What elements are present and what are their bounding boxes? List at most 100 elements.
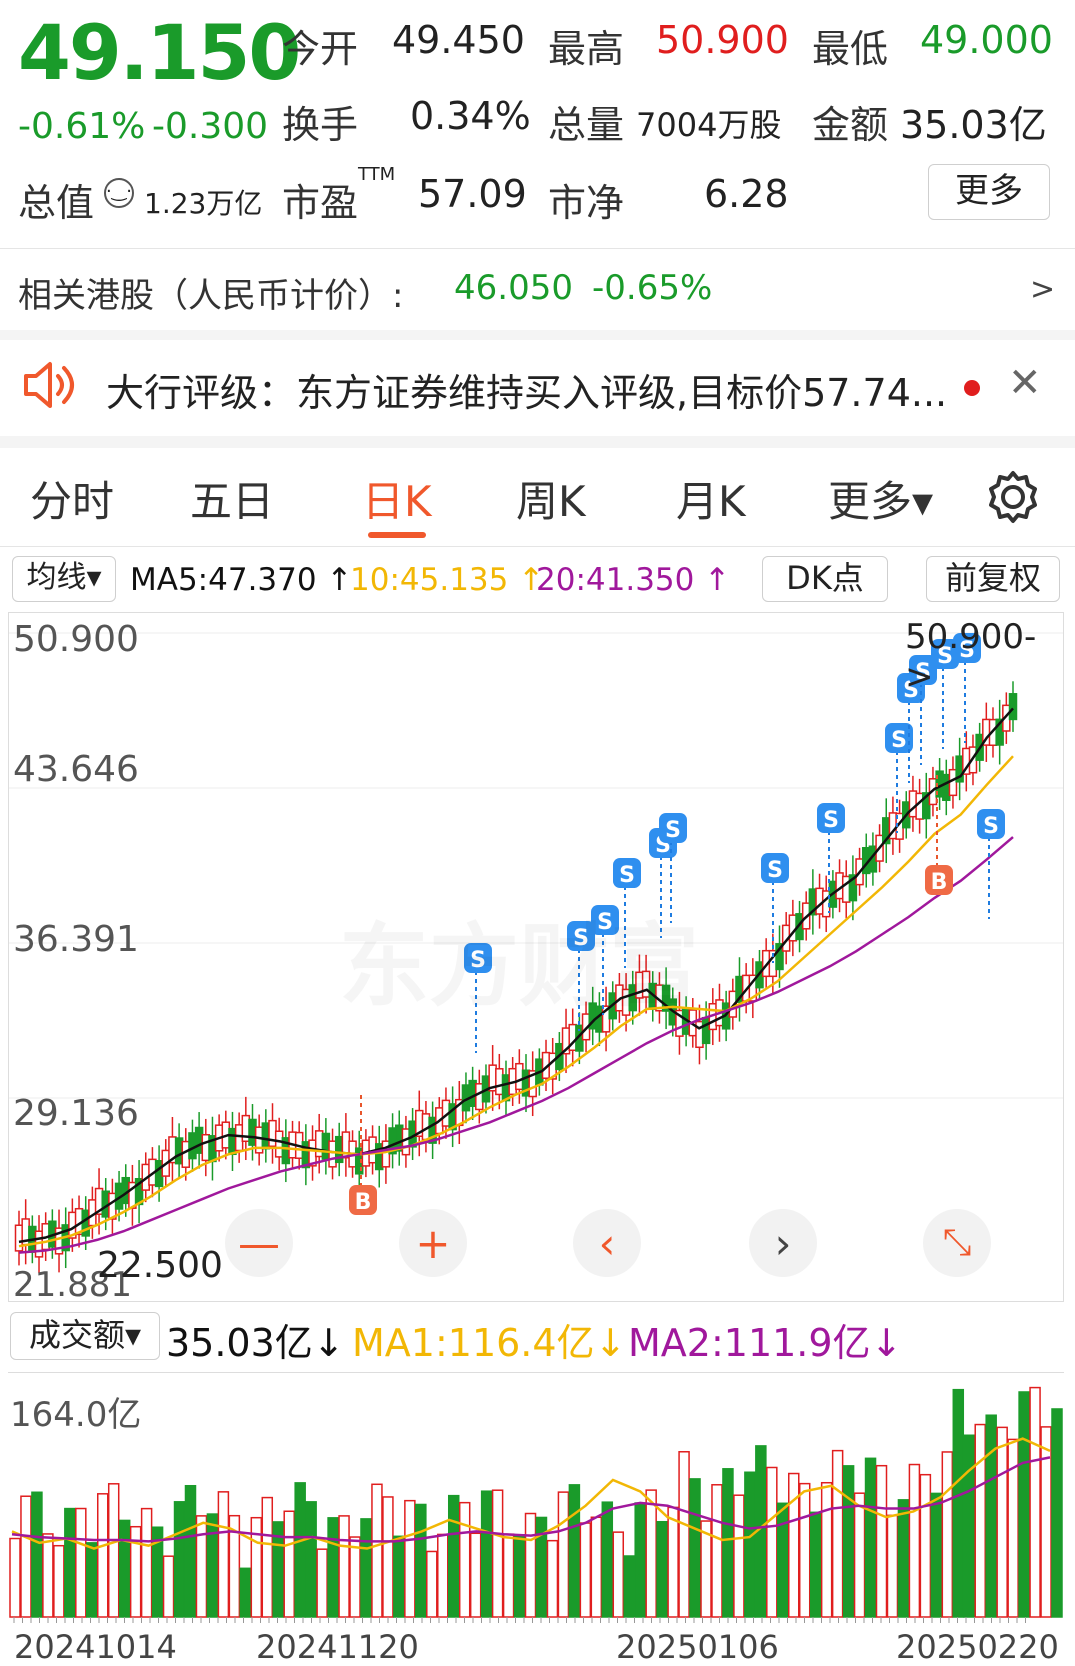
volume-bar <box>228 1514 241 1618</box>
volume-label: 总量 <box>548 103 625 147</box>
sell-signal-badge <box>931 639 959 669</box>
volume-bar <box>963 1434 976 1618</box>
sell-signal-label: S <box>470 948 486 973</box>
volume-bar <box>458 1501 471 1618</box>
buy-signal-badge <box>349 1185 377 1215</box>
dk-point-button[interactable]: DK点 <box>762 556 888 602</box>
sell-signal-label: S <box>891 728 907 753</box>
volume-bar <box>919 1473 932 1618</box>
volume-bar <box>952 1388 965 1618</box>
volume-bar <box>645 1489 657 1618</box>
zoom-in-button[interactable]: + <box>399 1209 467 1277</box>
volume-bar <box>656 1520 668 1618</box>
tab-monthly-k[interactable]: 月K <box>676 477 746 526</box>
volume-bar <box>1018 1391 1030 1618</box>
y-label-2: 43.646 <box>13 749 139 790</box>
volume-bar <box>20 1495 32 1618</box>
low-label: 最低 <box>812 27 889 71</box>
zoom-out-button[interactable]: — <box>225 1209 293 1277</box>
volume-bar <box>689 1478 701 1618</box>
change-amount: -0.300 <box>152 106 269 147</box>
pe-value: 57.09 <box>418 172 527 216</box>
volume-bar <box>612 1531 625 1618</box>
volume-bar <box>623 1555 635 1618</box>
rating-banner[interactable]: 大行评级：东方证券维持买入评级,目标价57.74... ✕ <box>0 340 1075 436</box>
sell-signal-badge <box>464 943 492 973</box>
high-marker: 50.900-> <box>905 617 1037 697</box>
low-value: 49.000 <box>920 18 1053 62</box>
sell-signal-badge <box>909 655 937 685</box>
tab-five-day[interactable]: 五日 <box>190 477 275 526</box>
ma-selector[interactable]: 均线▾ <box>12 556 116 602</box>
sell-signal-label: S <box>937 644 953 669</box>
info-circle-icon[interactable]: ·‿· <box>104 178 134 208</box>
volume-bar <box>86 1542 98 1618</box>
volume-bar <box>294 1482 306 1618</box>
quote-header: 49.150 -0.61% -0.300 今开 49.450 最高 50.900… <box>0 0 1075 240</box>
volume-bar <box>31 1491 43 1618</box>
scroll-right-button[interactable]: › <box>749 1209 817 1277</box>
volume-bar <box>261 1496 274 1618</box>
volume-bar <box>426 1550 438 1618</box>
sell-signal-label: S <box>619 863 635 888</box>
tab-intraday[interactable]: 分时 <box>30 477 115 526</box>
volume-bar <box>557 1491 570 1618</box>
candle-body <box>848 874 858 902</box>
buy-signal-badge <box>925 865 953 895</box>
volume-ma2: MA2:111.9亿↓ <box>628 1321 903 1365</box>
sell-signal-badge <box>977 809 1005 839</box>
open-value: 49.450 <box>392 18 525 62</box>
volume-bar <box>700 1520 712 1618</box>
volume-bar <box>590 1516 603 1618</box>
hk-stock-row[interactable]: 相关港股（人民币计价）: 46.050 -0.65% > <box>0 252 1075 330</box>
gear-icon[interactable] <box>984 468 1042 526</box>
fullscreen-icon[interactable]: ⤡ <box>923 1209 991 1277</box>
volume-bar <box>1040 1426 1052 1618</box>
adjust-button[interactable]: 前复权 <box>926 556 1060 602</box>
volume-legend-bar: 成交额▾ 35.03亿↓ MA1:116.4亿↓ MA2:111.9亿↓ <box>0 1306 1075 1370</box>
volume-bar <box>974 1423 986 1618</box>
tab-weekly-k[interactable]: 周K <box>516 477 586 526</box>
volume-bar <box>886 1514 899 1618</box>
volume-bar <box>941 1451 954 1618</box>
volume-selector[interactable]: 成交额▾ <box>10 1312 160 1360</box>
volume-bar <box>129 1525 142 1618</box>
sell-signal-badge <box>885 723 913 753</box>
sell-signal-label: S <box>823 808 839 833</box>
volume-top-label: 164.0亿 <box>10 1395 142 1435</box>
volume-bar <box>162 1555 175 1618</box>
volume-bar <box>842 1465 855 1618</box>
volume-bar <box>9 1537 21 1618</box>
sell-signal-label: S <box>959 638 975 663</box>
candle-body <box>1008 693 1018 721</box>
date-1: 20241014 <box>14 1628 177 1666</box>
ma-line-ma20 <box>18 836 1014 1254</box>
volume-bar <box>96 1493 109 1618</box>
more-button[interactable]: 更多 <box>928 164 1050 220</box>
speaker-icon <box>24 362 74 408</box>
mktcap-label: 总值 <box>18 181 95 225</box>
volume-bar <box>393 1535 405 1618</box>
tab-more[interactable]: 更多▾ <box>828 477 934 526</box>
volume-bar <box>107 1483 120 1618</box>
volume-bar <box>118 1519 131 1618</box>
open-label: 今开 <box>282 27 359 71</box>
ma5-value: MA5:47.370 ↑ <box>130 562 353 598</box>
scroll-left-button[interactable]: ‹ <box>573 1209 641 1277</box>
close-icon[interactable]: ✕ <box>1008 360 1042 406</box>
sell-signal-badge <box>659 813 687 843</box>
turnover-label: 换手 <box>282 103 359 147</box>
volume-bar <box>809 1511 822 1618</box>
tab-daily-k[interactable]: 日K <box>362 477 432 526</box>
volume-bar <box>151 1526 164 1618</box>
amount-value: 35.03亿 <box>900 103 1047 147</box>
candle-body <box>995 718 1004 746</box>
volume-chart[interactable]: 164.0亿 <box>8 1372 1064 1623</box>
volume-bar <box>1051 1408 1063 1618</box>
volume-bar <box>1007 1438 1019 1618</box>
date-2: 20241120 <box>256 1628 419 1666</box>
volume-bar <box>447 1494 460 1618</box>
candle-body <box>775 943 784 971</box>
volume-bar <box>316 1548 328 1618</box>
